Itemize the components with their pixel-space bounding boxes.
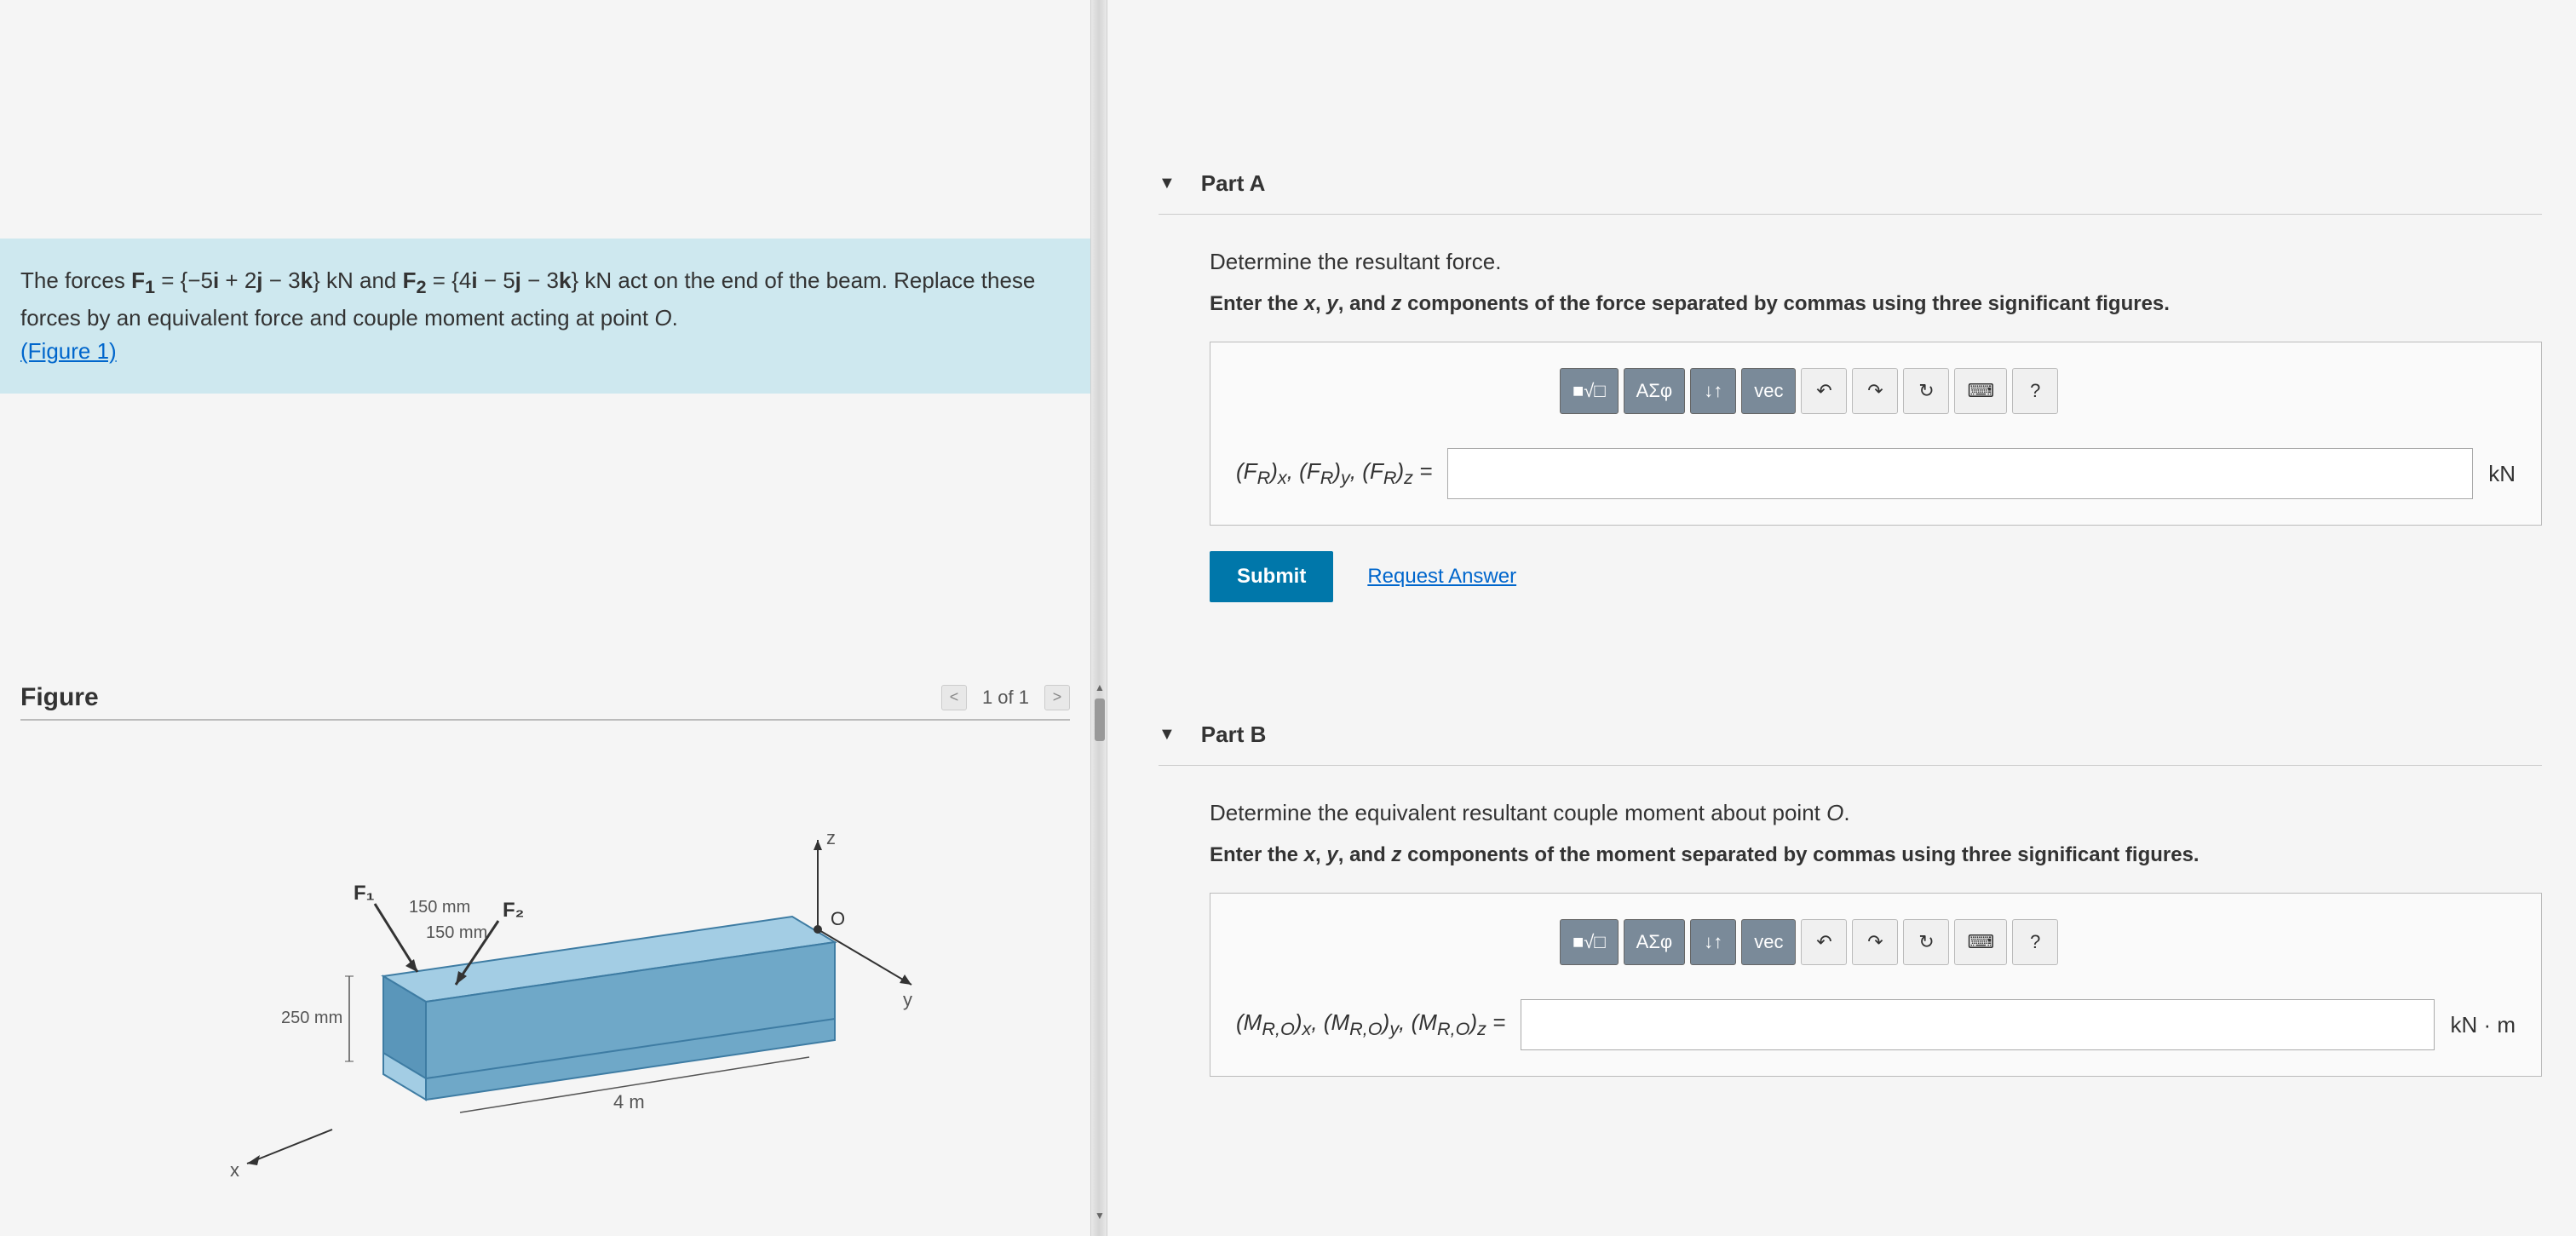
part-a-answer-box: ■√□ ΑΣφ ↓↑ vec ↶ ↷ ↻ ⌨ ? (FR)x, (FR)y, (… bbox=[1210, 342, 2542, 526]
greek-button[interactable]: ΑΣφ bbox=[1624, 919, 1686, 965]
beam-diagram: z y O x F₁ F₂ bbox=[162, 806, 929, 1189]
part-b-section: ▼ Part B Determine the equivalent result… bbox=[1159, 704, 2542, 1111]
part-b-answer-box: ■√□ ΑΣφ ↓↑ vec ↶ ↷ ↻ ⌨ ? (MR,O)x, (MR,O)… bbox=[1210, 893, 2542, 1077]
redo-button[interactable]: ↷ bbox=[1852, 919, 1898, 965]
origin-label: O bbox=[831, 908, 845, 929]
f2-label: F₂ bbox=[503, 899, 524, 922]
keyboard-button[interactable]: ⌨ bbox=[1954, 919, 2007, 965]
figure-next-button[interactable]: > bbox=[1044, 685, 1070, 710]
caret-down-icon: ▼ bbox=[1159, 174, 1176, 193]
templates-button[interactable]: ■√□ bbox=[1560, 368, 1619, 414]
scroll-down-icon[interactable]: ▼ bbox=[1095, 1210, 1105, 1222]
figure-nav: < 1 of 1 > bbox=[941, 685, 1070, 710]
part-a-section: ▼ Part A Determine the resultant force. … bbox=[1159, 153, 2542, 636]
help-button[interactable]: ? bbox=[2012, 919, 2058, 965]
right-panel: ▼ Part A Determine the resultant force. … bbox=[1107, 0, 2576, 1236]
part-a-title: Part A bbox=[1201, 170, 1266, 197]
dim-4m: 4 m bbox=[613, 1091, 645, 1112]
subscript-button[interactable]: ↓↑ bbox=[1690, 919, 1736, 965]
dim-150-1: 150 mm bbox=[409, 898, 470, 917]
part-a-submit-button[interactable]: Submit bbox=[1210, 551, 1333, 602]
vec-button[interactable]: vec bbox=[1741, 368, 1796, 414]
part-b-header[interactable]: ▼ Part B bbox=[1159, 704, 2542, 766]
figure-section: Figure < 1 of 1 > bbox=[0, 683, 1090, 1192]
part-b-unit: kN · m bbox=[2450, 1012, 2516, 1038]
undo-button[interactable]: ↶ bbox=[1801, 368, 1847, 414]
figure-nav-label: 1 of 1 bbox=[982, 687, 1029, 709]
part-a-answer-input[interactable] bbox=[1447, 448, 2473, 499]
redo-button[interactable]: ↷ bbox=[1852, 368, 1898, 414]
problem-statement: The forces F1 = {−5i + 2j − 3k} kN and F… bbox=[0, 239, 1090, 394]
axis-y-label: y bbox=[903, 989, 912, 1010]
dim-250: 250 mm bbox=[281, 1009, 342, 1027]
part-a-instruction: Enter the x, y, and z components of the … bbox=[1210, 292, 2542, 316]
vec-button[interactable]: vec bbox=[1741, 919, 1796, 965]
part-b-title: Part B bbox=[1201, 721, 1267, 748]
left-panel: The forces F1 = {−5i + 2j − 3k} kN and F… bbox=[0, 0, 1090, 1236]
figure-prev-button[interactable]: < bbox=[941, 685, 967, 710]
undo-button[interactable]: ↶ bbox=[1801, 919, 1847, 965]
reset-button[interactable]: ↻ bbox=[1903, 368, 1949, 414]
part-a-unit: kN bbox=[2488, 461, 2516, 487]
part-b-toolbar: ■√□ ΑΣφ ↓↑ vec ↶ ↷ ↻ ⌨ ? bbox=[1560, 919, 2516, 965]
part-b-instruction: Enter the x, y, and z components of the … bbox=[1210, 843, 2542, 867]
templates-button[interactable]: ■√□ bbox=[1560, 919, 1619, 965]
dim-150-2: 150 mm bbox=[426, 923, 487, 942]
keyboard-button[interactable]: ⌨ bbox=[1954, 368, 2007, 414]
part-b-answer-input[interactable] bbox=[1521, 999, 2435, 1050]
axis-z-label: z bbox=[826, 827, 836, 848]
axis-x-label: x bbox=[230, 1159, 239, 1181]
scroll-up-icon[interactable]: ▲ bbox=[1095, 681, 1105, 693]
figure-image: z y O x F₁ F₂ bbox=[20, 806, 1070, 1192]
part-a-prompt: Determine the resultant force. bbox=[1210, 249, 2542, 275]
caret-down-icon: ▼ bbox=[1159, 725, 1176, 744]
f1-label: F₁ bbox=[354, 882, 375, 905]
greek-button[interactable]: ΑΣφ bbox=[1624, 368, 1686, 414]
part-a-header[interactable]: ▼ Part A bbox=[1159, 153, 2542, 215]
part-a-input-label: (FR)x, (FR)y, (FR)z = bbox=[1236, 458, 1432, 489]
part-a-toolbar: ■√□ ΑΣφ ↓↑ vec ↶ ↷ ↻ ⌨ ? bbox=[1560, 368, 2516, 414]
figure-title: Figure bbox=[20, 683, 99, 712]
help-button[interactable]: ? bbox=[2012, 368, 2058, 414]
figure-link[interactable]: (Figure 1) bbox=[20, 338, 117, 364]
part-a-request-answer-link[interactable]: Request Answer bbox=[1367, 565, 1516, 589]
reset-button[interactable]: ↻ bbox=[1903, 919, 1949, 965]
scroll-thumb[interactable] bbox=[1095, 698, 1105, 741]
panel-divider[interactable]: ▲ ▼ bbox=[1090, 0, 1107, 1236]
subscript-button[interactable]: ↓↑ bbox=[1690, 368, 1736, 414]
problem-text: The forces F1 = {−5i + 2j − 3k} kN and F… bbox=[20, 267, 1035, 331]
part-b-prompt: Determine the equivalent resultant coupl… bbox=[1210, 800, 2542, 826]
part-b-input-label: (MR,O)x, (MR,O)y, (MR,O)z = bbox=[1236, 1009, 1505, 1040]
